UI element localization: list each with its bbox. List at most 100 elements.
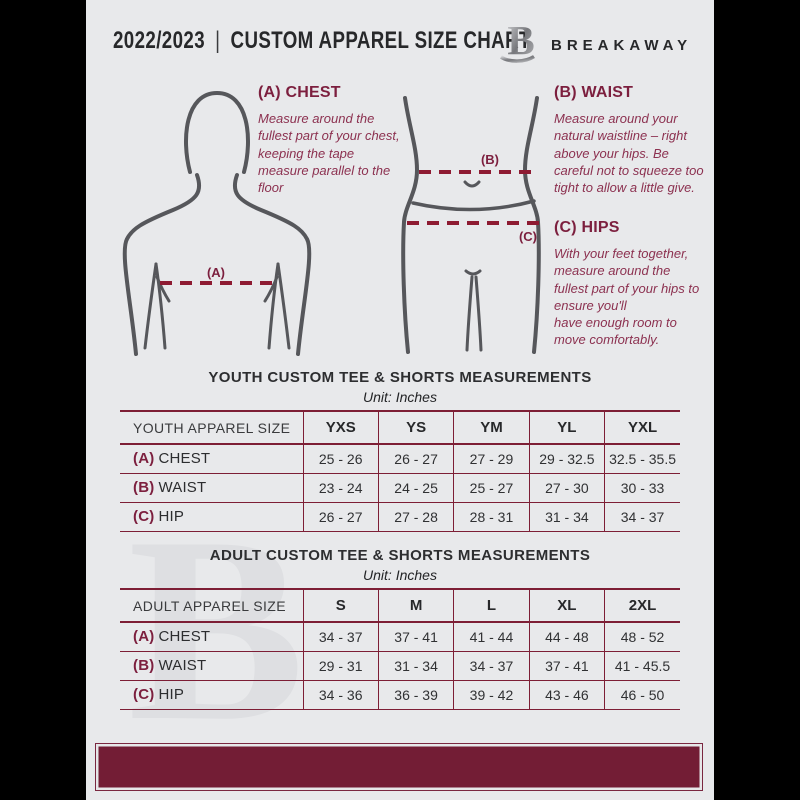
title-separator: | bbox=[215, 27, 221, 54]
waist-instruction-body: Measure around your natural waistline – … bbox=[554, 111, 704, 196]
right-body-outline bbox=[522, 96, 541, 354]
adult-header-row: ADULT APPAREL SIZE S M L XL 2XL bbox=[120, 589, 680, 622]
crotch-curve bbox=[464, 269, 482, 276]
cell: 34 - 37 bbox=[604, 502, 680, 531]
cell: 30 - 33 bbox=[604, 473, 680, 502]
brand-name: BREAKAWAY bbox=[551, 36, 693, 54]
cell: 29 - 32.5 bbox=[528, 444, 605, 473]
youth-col-header: YXL bbox=[604, 411, 680, 444]
cell: 27 - 30 bbox=[528, 473, 605, 502]
cell: 28 - 31 bbox=[453, 502, 530, 531]
adult-col-header: 2XL bbox=[604, 589, 680, 622]
row-label: (C) HIP bbox=[120, 502, 303, 531]
adult-col-header: L bbox=[453, 589, 530, 622]
cell: 36 - 39 bbox=[377, 680, 454, 709]
footer-bar bbox=[95, 743, 703, 791]
row-prefix: (C) bbox=[133, 686, 155, 703]
table-row: (A) CHEST 34 - 37 37 - 41 41 - 44 44 - 48… bbox=[120, 622, 680, 651]
hips-instruction-heading: (C) HIPS bbox=[554, 219, 620, 236]
title-year: 2022/2023 bbox=[113, 27, 206, 54]
cell: 48 - 52 bbox=[604, 622, 680, 651]
cell: 37 - 41 bbox=[377, 622, 454, 651]
cell: 43 - 46 bbox=[528, 680, 605, 709]
breakaway-logo-icon: B bbox=[500, 17, 535, 63]
cell: 31 - 34 bbox=[528, 502, 605, 531]
chest-instruction-body: Measure around the fullest part of your … bbox=[258, 111, 400, 196]
table-row: (B) WAIST 23 - 24 24 - 25 25 - 27 27 - 30… bbox=[120, 473, 680, 502]
cell: 41 - 44 bbox=[453, 622, 530, 651]
left-body-outline bbox=[401, 96, 420, 354]
row-label-text: WAIST bbox=[158, 657, 207, 674]
youth-col-header: YL bbox=[528, 411, 605, 444]
waist-label: (B) bbox=[481, 152, 499, 167]
lower-body-figure bbox=[401, 96, 541, 354]
cell: 32.5 - 35.5 bbox=[604, 444, 680, 473]
inner-leg-left bbox=[465, 275, 474, 352]
chest-instruction-heading: (A) CHEST bbox=[258, 84, 341, 101]
hips-instruction-body: With your feet together, measure around … bbox=[554, 246, 700, 348]
cell: 27 - 29 bbox=[453, 444, 530, 473]
background-watermark-letter: B bbox=[128, 483, 305, 776]
youth-col-header: YOUTH APPAREL SIZE bbox=[133, 419, 291, 436]
page-title: 2022/2023 | CUSTOM APPAREL SIZE CHART bbox=[113, 27, 531, 55]
logo-hook bbox=[500, 54, 535, 63]
armpit-lines bbox=[143, 262, 291, 350]
cell: 34 - 37 bbox=[302, 622, 379, 651]
adult-col-header: S bbox=[302, 589, 379, 622]
inner-leg-right bbox=[474, 275, 483, 352]
navel-mark bbox=[463, 180, 481, 188]
youth-col-header: YS bbox=[377, 411, 454, 444]
row-prefix: (A) bbox=[133, 628, 155, 646]
youth-section-unit: Unit: Inches bbox=[363, 389, 437, 405]
brand-lockup: B BREAKAWAY bbox=[496, 16, 692, 66]
table-row: (B) WAIST 29 - 31 31 - 34 34 - 37 37 - 41… bbox=[120, 651, 680, 680]
cell: 34 - 36 bbox=[302, 680, 379, 709]
hip-curve bbox=[411, 199, 536, 212]
cell: 31 - 34 bbox=[377, 651, 454, 680]
size-chart-page: 2022/2023 | CUSTOM APPAREL SIZE CHART B BR… bbox=[86, 0, 714, 800]
hips-label: (C) bbox=[519, 229, 537, 244]
cell: 44 - 48 bbox=[528, 622, 605, 651]
adult-section-title: ADULT CUSTOM TEE & SHORTS MEASUREMENTS bbox=[209, 547, 591, 564]
row-label-text: CHEST bbox=[158, 628, 211, 646]
cell: 25 - 27 bbox=[453, 473, 530, 502]
measure-labels: (A) (B) (C) bbox=[207, 152, 537, 280]
row-label: (B) WAIST bbox=[120, 651, 303, 680]
head-outline bbox=[184, 90, 250, 174]
row-prefix: (C) bbox=[133, 508, 155, 525]
cell: 25 - 26 bbox=[302, 444, 379, 473]
table-row: (A) CHEST 25 - 26 26 - 27 27 - 29 29 - 32… bbox=[120, 444, 680, 473]
measurement-diagram: (A) (B) (C) bbox=[122, 90, 547, 356]
cell: 46 - 50 bbox=[604, 680, 680, 709]
youth-header-row: YOUTH APPAREL SIZE YXS YS YM YL YXL bbox=[120, 411, 680, 444]
right-shoulder-arm bbox=[232, 173, 312, 356]
row-prefix: (A) bbox=[133, 450, 155, 468]
adult-col-header: ADULT APPAREL SIZE bbox=[133, 597, 286, 614]
logo-letter: B bbox=[507, 17, 534, 63]
chest-label: (A) bbox=[207, 265, 225, 280]
row-label-text: HIP bbox=[158, 686, 185, 703]
cell: 26 - 27 bbox=[302, 502, 379, 531]
row-prefix: (B) bbox=[133, 479, 155, 496]
waist-instruction-heading: (B) WAIST bbox=[554, 84, 634, 101]
measure-lines bbox=[160, 170, 547, 285]
row-label-text: HIP bbox=[158, 508, 185, 525]
adult-col-header: XL bbox=[528, 589, 605, 622]
youth-section-title: YOUTH CUSTOM TEE & SHORTS MEASUREMENTS bbox=[208, 369, 592, 386]
waist-instruction: (B) WAIST Measure around your natural wa… bbox=[554, 84, 704, 196]
cell: 34 - 37 bbox=[453, 651, 530, 680]
table-row: (C) HIP 26 - 27 27 - 28 28 - 31 31 - 34 3… bbox=[120, 502, 680, 531]
row-label-text: WAIST bbox=[158, 479, 207, 496]
adult-section-unit: Unit: Inches bbox=[363, 567, 437, 583]
row-label: (A) CHEST bbox=[120, 622, 303, 651]
row-label: (B) WAIST bbox=[120, 473, 303, 502]
cell: 29 - 31 bbox=[302, 651, 379, 680]
hips-instruction: (C) HIPS With your feet together, measur… bbox=[554, 219, 704, 349]
left-shoulder-arm bbox=[122, 173, 202, 356]
cell: 27 - 28 bbox=[377, 502, 454, 531]
cell: 26 - 27 bbox=[377, 444, 454, 473]
cell: 37 - 41 bbox=[528, 651, 605, 680]
upper-body-figure bbox=[122, 90, 312, 356]
row-label: (A) CHEST bbox=[120, 444, 303, 473]
cell: 24 - 25 bbox=[377, 473, 454, 502]
